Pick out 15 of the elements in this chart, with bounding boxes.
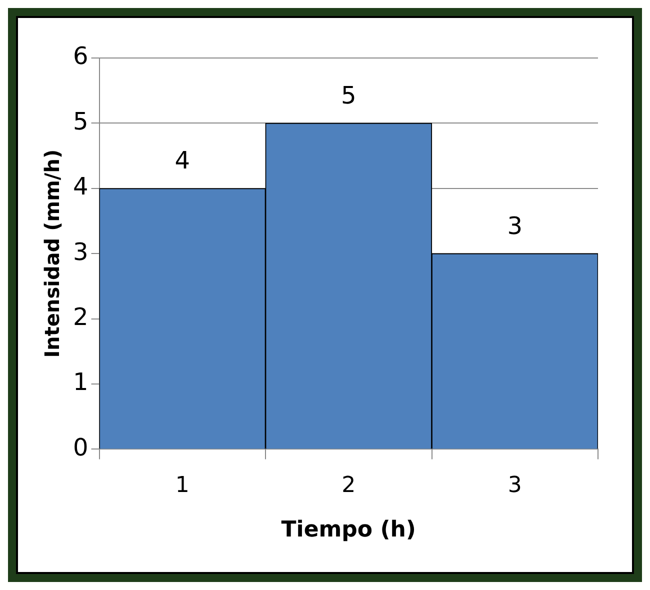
y-tick-label: 6 [72,42,88,70]
data-label: 3 [507,212,523,240]
y-tick-label: 0 [72,433,88,462]
x-tick-label: 2 [342,473,356,498]
y-axis-title: Intensidad (mm/h) [40,149,64,358]
x-tick-label: 1 [175,473,190,498]
y-tick-label: 1 [72,368,88,396]
x-axis-title: Tiempo (h) [281,518,416,543]
y-tick-label: 5 [72,107,88,136]
y-tick-label: 4 [72,172,88,201]
data-label: 5 [340,81,356,110]
y-tick-label: 3 [72,238,88,266]
x-tick-label: 3 [508,473,522,498]
data-label: 4 [174,146,190,175]
y-tick-label: 2 [72,303,88,332]
